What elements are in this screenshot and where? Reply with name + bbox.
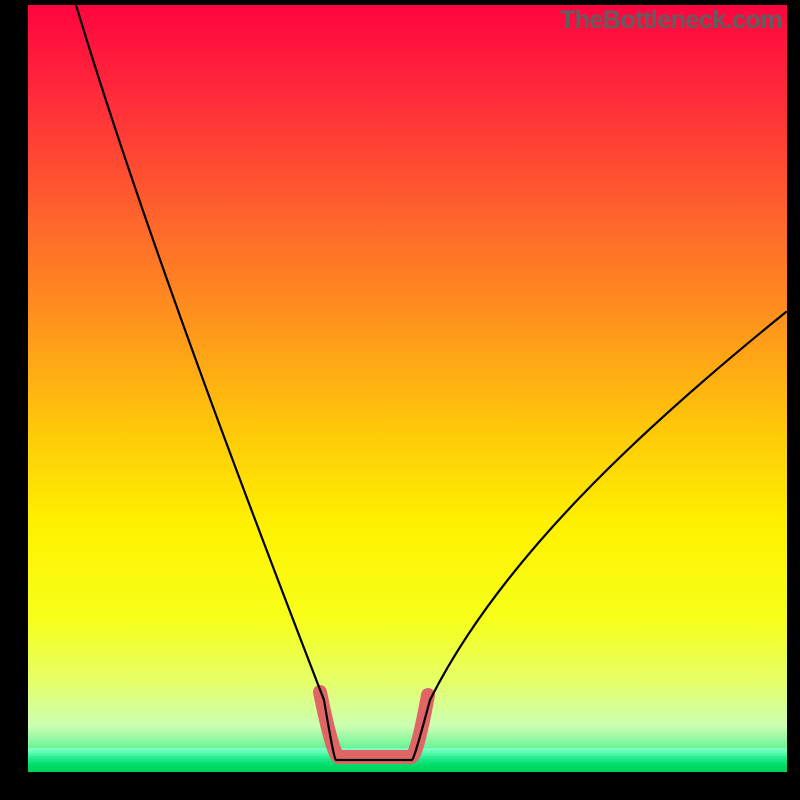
chart-canvas: TheBottleneck.com — [0, 0, 800, 800]
highlight-segment — [320, 692, 428, 757]
watermark-text: TheBottleneck.com — [560, 6, 782, 35]
main-curve — [76, 5, 786, 760]
curve-overlay — [0, 0, 800, 800]
